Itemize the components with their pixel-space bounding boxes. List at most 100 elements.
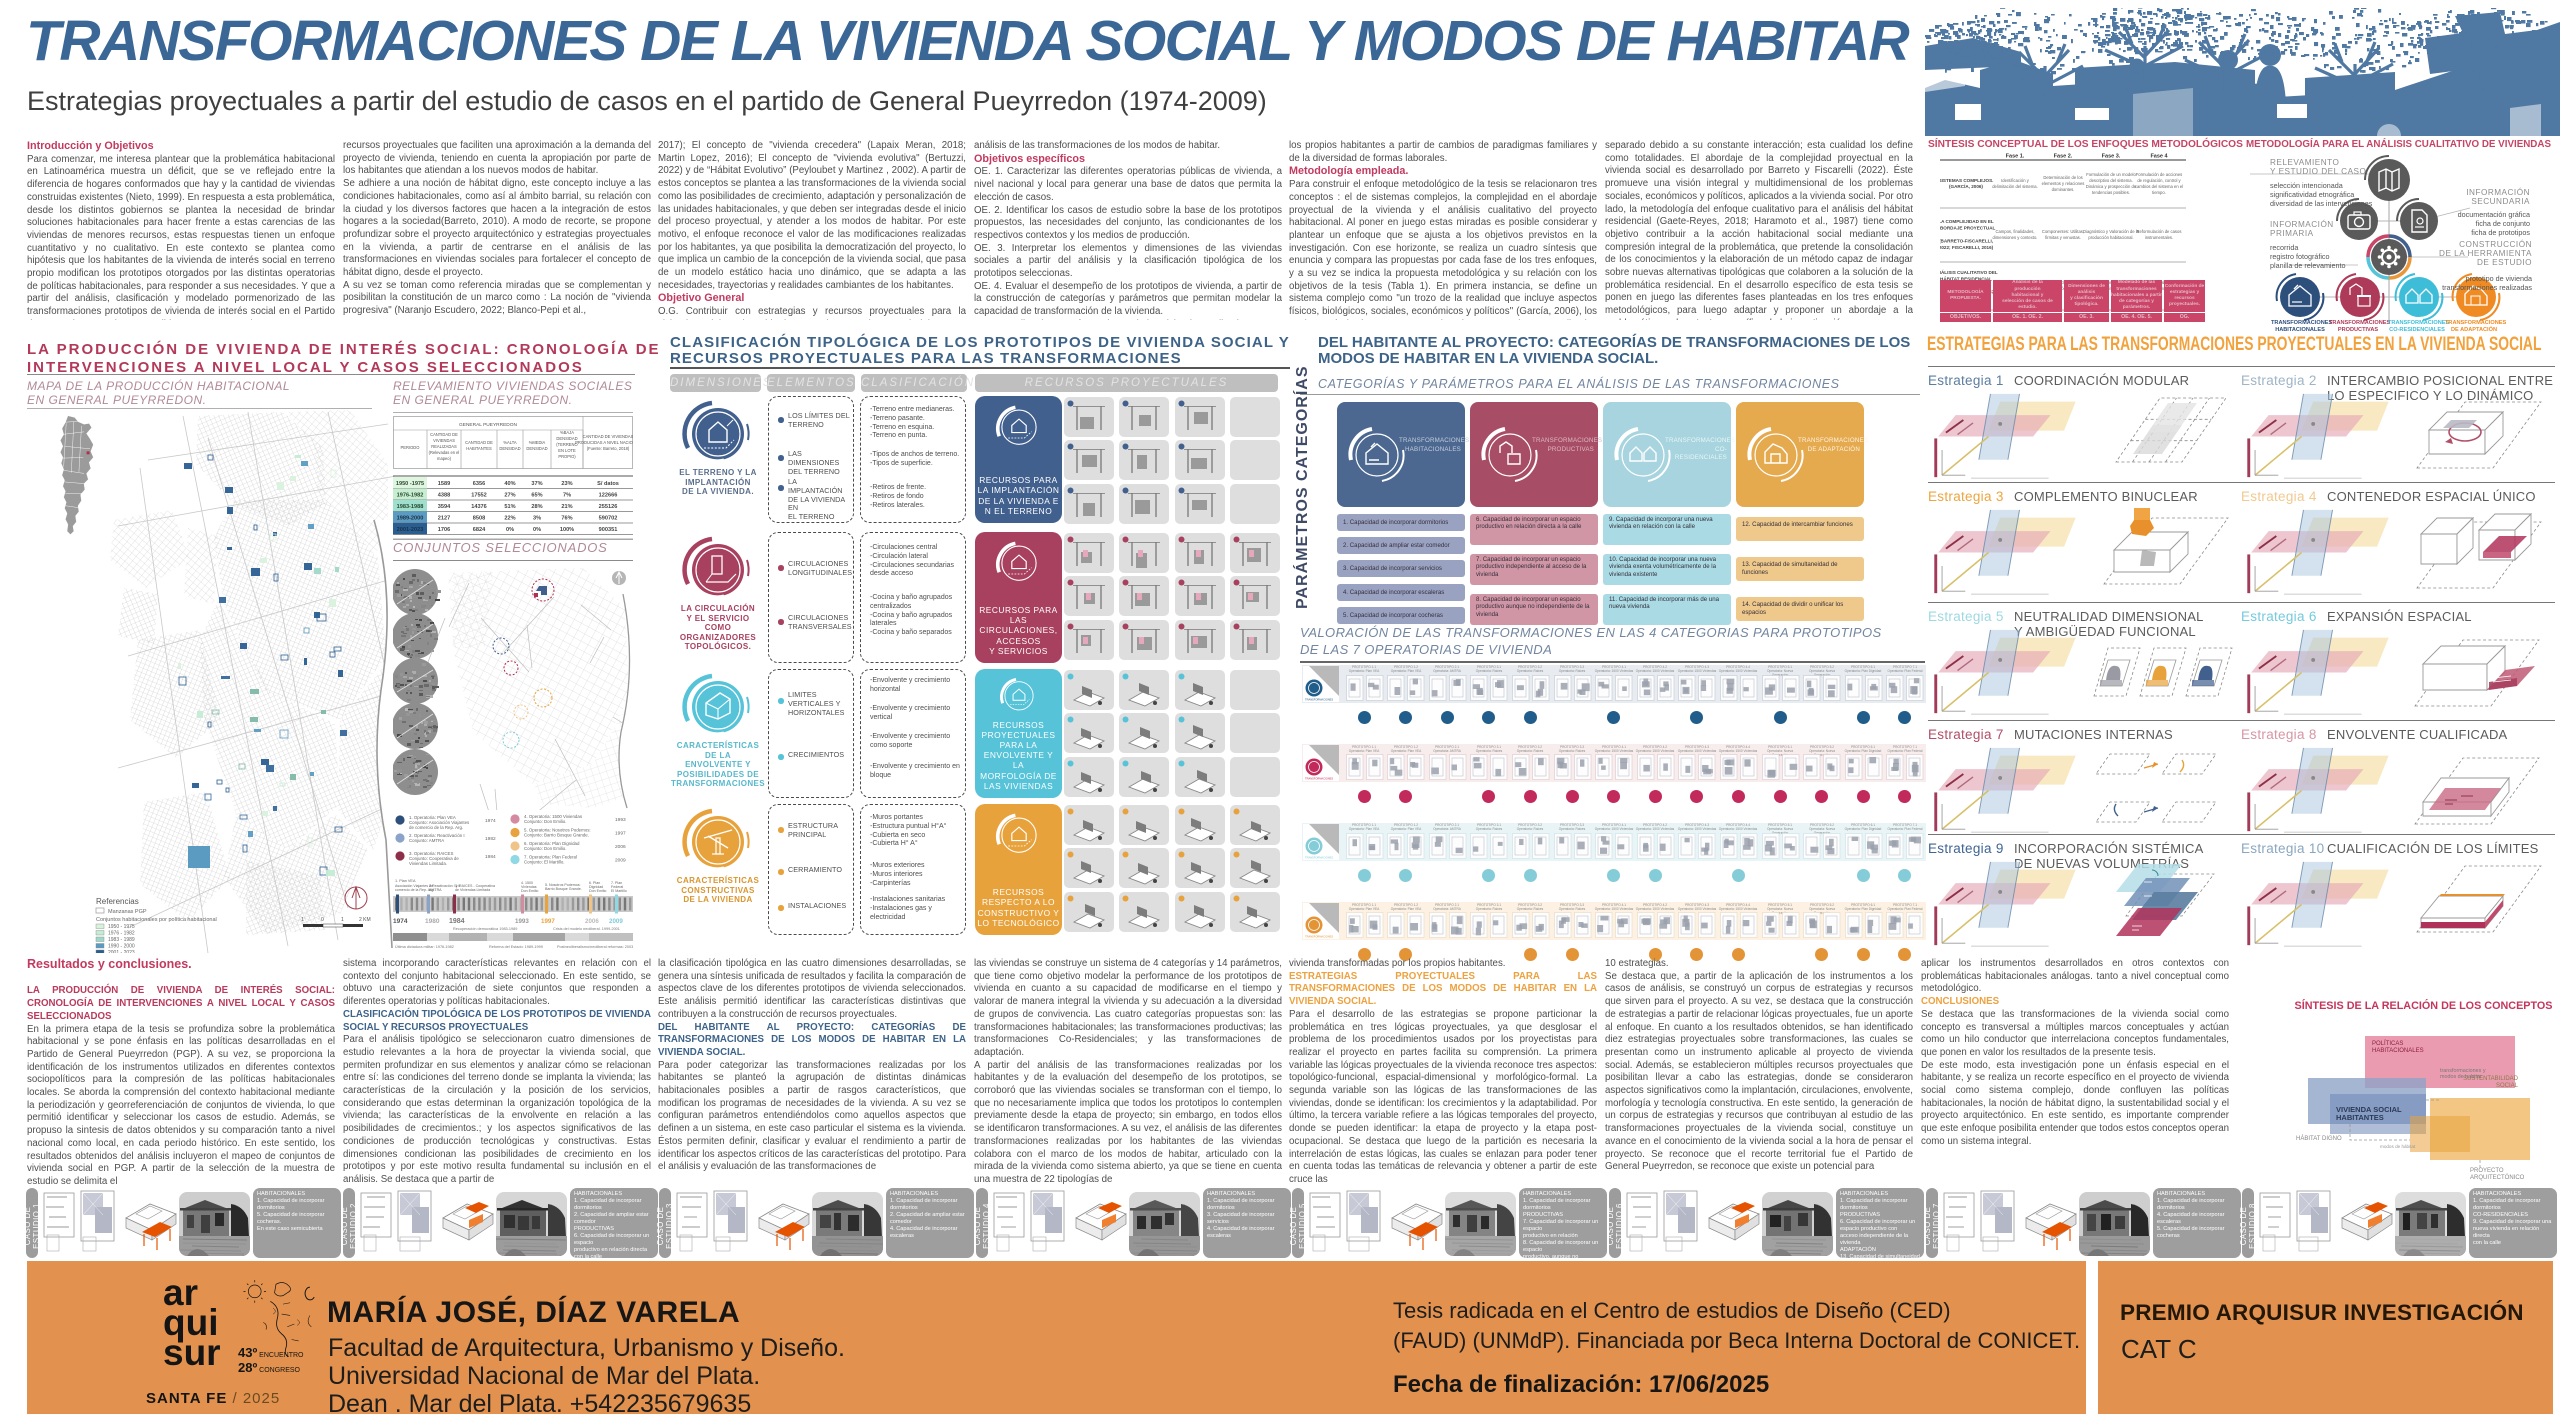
svg-text:modos de hábitat: modos de hábitat xyxy=(2380,1144,2416,1149)
svg-text:900351: 900351 xyxy=(599,527,618,533)
svg-text:14376: 14376 xyxy=(471,504,487,510)
svg-text:1950 - 1975: 1950 - 1975 xyxy=(108,924,135,930)
svg-text:Fase 4: Fase 4 xyxy=(2150,154,2168,160)
svg-text:Conjunto: El Martillo.: Conjunto: El Martillo. xyxy=(524,860,565,865)
svg-text:descriptivo del sistema.: descriptivo del sistema. xyxy=(2089,178,2133,183)
svg-text:1. Operatoria: Plan VEA: 1. Operatoria: Plan VEA xyxy=(409,815,456,820)
svg-text:(TERRENO: (TERRENO xyxy=(556,442,577,447)
svg-text:1980: 1980 xyxy=(425,918,440,925)
svg-text:Barrio Bosque Grande.: Barrio Bosque Grande. xyxy=(545,887,582,891)
svg-text:PROPIO): PROPIO) xyxy=(558,454,576,459)
svg-text:21%: 21% xyxy=(561,504,572,510)
svg-text:VIVIENDA SOCIAL: VIVIENDA SOCIAL xyxy=(2336,1105,2402,1114)
svg-text:REALIZADAS: REALIZADAS xyxy=(431,444,457,449)
svg-text:4. 1500: 4. 1500 xyxy=(521,881,533,885)
svg-text:Reforma del Estado: 1989-1999: Reforma del Estado: 1989-1999 xyxy=(489,945,543,949)
svg-text:22%: 22% xyxy=(504,516,515,522)
svg-text:Fase 1.: Fase 1. xyxy=(2006,154,2025,160)
svg-text:EN LOTE: EN LOTE xyxy=(558,448,576,453)
svg-text:2 KM: 2 KM xyxy=(359,917,371,923)
svg-text:23%: 23% xyxy=(561,481,572,487)
svg-text:TRANSFORMACIONES: TRANSFORMACIONES xyxy=(1305,698,1333,702)
svg-text:SISTEMAS COMPLEJOS.: SISTEMAS COMPLEJOS. xyxy=(1940,178,1993,183)
svg-text:4388: 4388 xyxy=(438,493,450,499)
svg-text:%BAJA: %BAJA xyxy=(560,430,574,435)
svg-text:3. Operatoria: RAICES: 3. Operatoria: RAICES xyxy=(409,851,453,856)
svg-text:7%: 7% xyxy=(563,493,571,499)
svg-text:Determinación de los: Determinación de los xyxy=(2043,175,2082,180)
svg-text:tipológica.: tipológica. xyxy=(2054,286,2073,291)
svg-text:Conjunto: Don Emilio.: Conjunto: Don Emilio. xyxy=(524,819,566,824)
svg-text:2001-2023: 2001-2023 xyxy=(397,527,424,533)
svg-text:SOCIAL: SOCIAL xyxy=(2496,1083,2519,1089)
svg-text:Conjunto: AMTRA: Conjunto: AMTRA xyxy=(409,838,444,843)
svg-text:SUSTENTABILIDAD: SUSTENTABILIDAD xyxy=(2463,1076,2519,1082)
svg-text:Manzanas PGP: Manzanas PGP xyxy=(108,909,147,915)
svg-text:1: 1 xyxy=(301,917,304,923)
svg-text:Referencias: Referencias xyxy=(96,897,139,906)
svg-text:Dignidad: Dignidad xyxy=(589,885,603,889)
svg-text:2127: 2127 xyxy=(438,516,450,522)
svg-text:3%: 3% xyxy=(533,516,541,522)
svg-text:tiempo.: tiempo. xyxy=(2152,190,2166,195)
svg-text:65%: 65% xyxy=(531,493,542,499)
svg-text:Asociación Viajantes de: Asociación Viajantes de xyxy=(395,884,433,888)
svg-text:Recuperación democrática 1983-: Recuperación democrática 1983-1989 xyxy=(453,927,517,931)
svg-text:VIVIENDAS: VIVIENDAS xyxy=(433,438,455,443)
svg-text:dominantes.: dominantes. xyxy=(2052,187,2075,192)
svg-text:37%: 37% xyxy=(531,481,542,487)
svg-text:1993: 1993 xyxy=(615,817,626,823)
svg-text:DENSIDAD: DENSIDAD xyxy=(499,446,520,451)
svg-text:Conjunto: Asociación Viajantes: Conjunto: Asociación Viajantes xyxy=(409,820,470,825)
svg-text:4. Operatoria: 1500 Viviendas: 4. Operatoria: 1500 Viviendas xyxy=(524,814,583,819)
svg-text:Federal: Federal xyxy=(611,885,623,889)
svg-text:El Martillo: El Martillo xyxy=(611,889,627,893)
svg-text:2022; FISCARELLI, 2016): 2022; FISCARELLI, 2016) xyxy=(1940,245,1994,250)
svg-text:transformaciones y: transformaciones y xyxy=(2440,1068,2486,1074)
svg-text:PROYECTO: PROYECTO xyxy=(2470,1168,2504,1174)
svg-text:Conjunto: Don Emilio.: Conjunto: Don Emilio. xyxy=(524,846,566,851)
svg-text:1974: 1974 xyxy=(485,818,496,824)
svg-text:producción habitacional.: producción habitacional. xyxy=(2088,235,2133,240)
svg-text:elementos y relaciones: elementos y relaciones xyxy=(2042,181,2085,186)
svg-text:(Fuente: Barreto, 2018): (Fuente: Barreto, 2018) xyxy=(587,446,630,451)
svg-text:5. Operatoria: Nosotros Podemo: 5. Operatoria: Nosotros Podemos: xyxy=(524,828,591,833)
svg-text:122666: 122666 xyxy=(599,493,618,499)
svg-text:ARQUITECTÓNICO: ARQUITECTÓNICO xyxy=(2470,1174,2525,1181)
svg-text:Don Emilio: Don Emilio xyxy=(521,889,538,893)
svg-text:51%: 51% xyxy=(504,504,515,510)
svg-text:CANTIDAD DE VIVIENDAS: CANTIDAD DE VIVIENDAS xyxy=(583,434,633,439)
svg-text:Viviendas: Viviendas xyxy=(521,885,537,889)
svg-text:1984: 1984 xyxy=(449,918,465,925)
svg-text:0%: 0% xyxy=(506,527,514,533)
svg-text:255126: 255126 xyxy=(599,504,618,510)
svg-text:100%: 100% xyxy=(560,527,574,533)
svg-text:dimensiones y contexto.: dimensiones y contexto. xyxy=(1993,235,2038,240)
svg-text:1589: 1589 xyxy=(438,481,450,487)
svg-text:Diagnóstico y Valoración de la: Diagnóstico y Valoración de la xyxy=(2083,229,2140,234)
svg-text:Componentes: Utilitas,: Componentes: Utilitas, xyxy=(2042,229,2084,234)
svg-text:(BARRETO-FISCARELLI,: (BARRETO-FISCARELLI, xyxy=(1940,238,1993,243)
svg-text:Fase 3.: Fase 3. xyxy=(2102,154,2121,160)
svg-text:2009: 2009 xyxy=(609,918,623,925)
svg-text:TRANSFORMACIONES: TRANSFORMACIONES xyxy=(1305,856,1333,860)
svg-text:2006: 2006 xyxy=(615,844,626,850)
svg-text:mapeo): mapeo) xyxy=(437,456,452,461)
svg-text:ANÁLISIS CUALITATIVO DEL: ANÁLISIS CUALITATIVO DEL xyxy=(1940,269,1998,275)
svg-text:6824: 6824 xyxy=(473,527,486,533)
svg-text:LA COMPLEJIDAD EN EL: LA COMPLEJIDAD EN EL xyxy=(1940,219,1994,224)
svg-text:0: 0 xyxy=(321,917,324,923)
svg-text:1982: 1982 xyxy=(485,836,496,842)
svg-text:DENSIDAD: DENSIDAD xyxy=(526,446,547,451)
svg-text:6356: 6356 xyxy=(473,481,485,487)
svg-text:HABITACIONALES: HABITACIONALES xyxy=(2372,1048,2424,1054)
svg-text:S/ datos: S/ datos xyxy=(597,481,619,487)
svg-text:1976 - 1982: 1976 - 1982 xyxy=(108,931,135,937)
svg-text:1983-1988: 1983-1988 xyxy=(397,504,424,510)
svg-text:TRANSFORMACIONES: TRANSFORMACIONES xyxy=(1305,777,1333,781)
svg-text:2. Operatoria: Reactivación I: 2. Operatoria: Reactivación I xyxy=(409,833,465,838)
svg-text:CANTIDAD DE: CANTIDAD DE xyxy=(465,440,493,445)
svg-text:GENERAL PUEYRREDON: GENERAL PUEYRREDON xyxy=(459,422,517,428)
svg-text:instrumentales.: instrumentales. xyxy=(2145,235,2173,240)
svg-text:DENSIDAD: DENSIDAD xyxy=(556,436,577,441)
